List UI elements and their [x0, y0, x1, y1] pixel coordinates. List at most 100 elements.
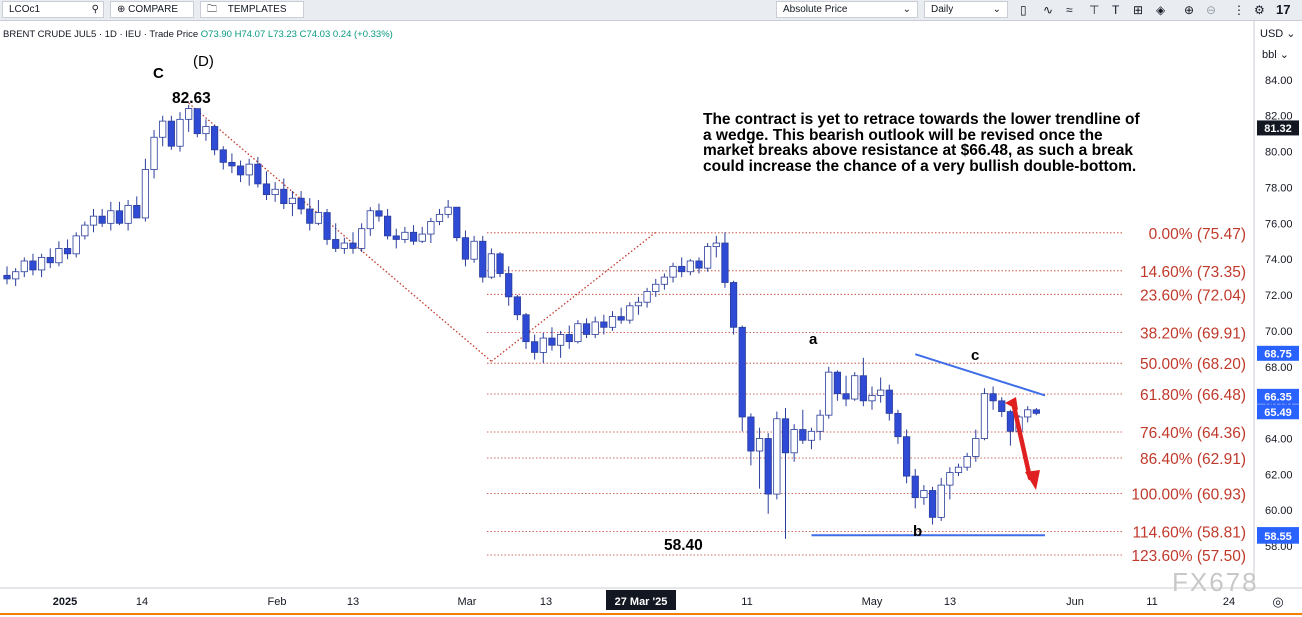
zoom-out-icon[interactable]: ⊖ — [1206, 3, 1217, 17]
candle-up — [159, 120, 167, 138]
candle-up — [444, 206, 452, 215]
chart-legend: BRENT CRUDE JUL5 · 1D · IEU · Trade Pric… — [3, 29, 393, 40]
candle-up — [954, 466, 963, 473]
folder-icon: 🗀 — [207, 4, 217, 15]
candle-down — [531, 341, 539, 353]
wave-label-a: a — [809, 331, 818, 348]
candle-up — [807, 430, 816, 441]
zoom-in-icon[interactable]: ⊕ — [1184, 3, 1195, 17]
price-tag-label: 68.75 — [1264, 348, 1292, 360]
candle-down — [781, 418, 790, 454]
unit-select[interactable]: bbl ⌄ — [1262, 49, 1289, 61]
fib-level-label: 38.20% (69.91) — [1140, 326, 1246, 343]
fib-level-label: 114.60% (58.81) — [1133, 525, 1246, 542]
nodes-icon[interactable]: ⊞ — [1133, 3, 1144, 17]
candle-up — [185, 108, 193, 120]
legend-title: BRENT CRUDE JUL5 · 1D · IEU · Trade Pric… — [3, 29, 199, 40]
candle-down — [695, 260, 703, 269]
candle-up — [366, 210, 374, 230]
crosshair-icon[interactable]: ⊤ — [1089, 3, 1100, 17]
x-tick-label: 11 — [1146, 596, 1157, 608]
templates-label: TEMPLATES — [227, 4, 287, 15]
time-axis-settings-icon: ◎ — [1272, 594, 1283, 609]
candle-up — [816, 414, 824, 432]
candle-up — [669, 265, 677, 278]
candle-up — [81, 224, 89, 237]
y-tick-label: 74.00 — [1265, 254, 1293, 266]
candle-down — [98, 215, 106, 224]
settings-icon[interactable]: ⚙ — [1254, 3, 1265, 17]
candle-down — [3, 274, 11, 280]
candle-up — [176, 118, 184, 147]
candle-down — [63, 248, 72, 255]
candle-up — [288, 197, 297, 204]
currency-select[interactable]: USD ⌄ — [1260, 28, 1296, 40]
waves-icon[interactable]: ≈ — [1066, 3, 1073, 17]
price-mode-select[interactable]: Absolute Price ⌄ — [776, 1, 918, 18]
candle-up — [340, 242, 348, 249]
y-tick-label: 58.00 — [1265, 541, 1293, 553]
price-tag — [1257, 528, 1299, 544]
candle-up — [314, 212, 323, 224]
text-tool-icon[interactable]: T — [1112, 3, 1120, 17]
crosshair-date-box — [606, 590, 676, 610]
candle-down — [383, 215, 392, 237]
bearish-arrow-head — [1025, 470, 1040, 490]
price-tag — [1257, 345, 1299, 361]
y-tick-label: 84.00 — [1265, 75, 1293, 87]
fib-level-label: 61.80% (66.48) — [1140, 387, 1246, 404]
candle-down — [859, 375, 867, 402]
candle-down — [1006, 411, 1015, 432]
candle-up — [591, 321, 599, 335]
y-tick-label: 62.00 — [1265, 469, 1293, 481]
candle-down — [799, 429, 807, 441]
candle-down — [228, 161, 236, 167]
candle-up — [773, 418, 781, 495]
candle-down — [565, 334, 573, 343]
candle-down — [219, 149, 227, 163]
legend-high: H74.07 — [234, 29, 266, 40]
candle-up — [946, 472, 954, 486]
candle-down — [833, 371, 842, 395]
y-tick-label: 82.00 — [1265, 111, 1293, 123]
fib-level-label: 86.40% (62.91) — [1140, 451, 1246, 468]
candle-down — [236, 165, 245, 176]
candle-down — [548, 337, 556, 346]
symbol-search-input[interactable]: LCOc1 ⚲ — [2, 1, 104, 18]
wave-guide-line — [188, 102, 492, 362]
y-tick-label: 80.00 — [1265, 147, 1293, 159]
candle-up — [790, 429, 798, 454]
candle-up — [435, 213, 444, 222]
brand-logo: 17 — [1276, 2, 1291, 17]
candle-down — [582, 323, 591, 335]
candle-down — [306, 208, 314, 224]
candle-up — [755, 438, 764, 452]
candle-up — [686, 260, 694, 273]
x-tick-label: 13 — [540, 596, 552, 608]
candle-down — [842, 393, 850, 400]
more-icon[interactable]: ⋮ — [1233, 3, 1245, 17]
candle-down — [115, 210, 124, 224]
candle-down — [747, 416, 755, 452]
compare-button[interactable]: ⊕ COMPARE — [110, 1, 194, 18]
candle-down — [617, 316, 625, 321]
x-tick-label: 13 — [944, 596, 956, 608]
candle-up — [937, 484, 945, 518]
wave-label-b: b — [913, 523, 922, 540]
interval-select[interactable]: Daily ⌄ — [924, 1, 1008, 18]
indicators-icon[interactable]: ∿ — [1043, 3, 1054, 17]
x-tick-label: 11 — [741, 596, 752, 608]
candle-up — [643, 291, 651, 303]
candle-up — [972, 438, 980, 457]
candle-down — [998, 400, 1006, 412]
x-tick-label: 14 — [136, 596, 148, 608]
candle-up — [55, 248, 63, 264]
candle-up — [20, 260, 28, 273]
pattern-icon[interactable]: ◈ — [1156, 3, 1166, 17]
candle-down — [496, 253, 504, 274]
candle-down — [323, 212, 331, 240]
candles-icon[interactable]: ▯ — [1020, 3, 1027, 17]
candle-down — [167, 120, 175, 147]
templates-button[interactable]: 🗀 TEMPLATES — [200, 1, 304, 18]
